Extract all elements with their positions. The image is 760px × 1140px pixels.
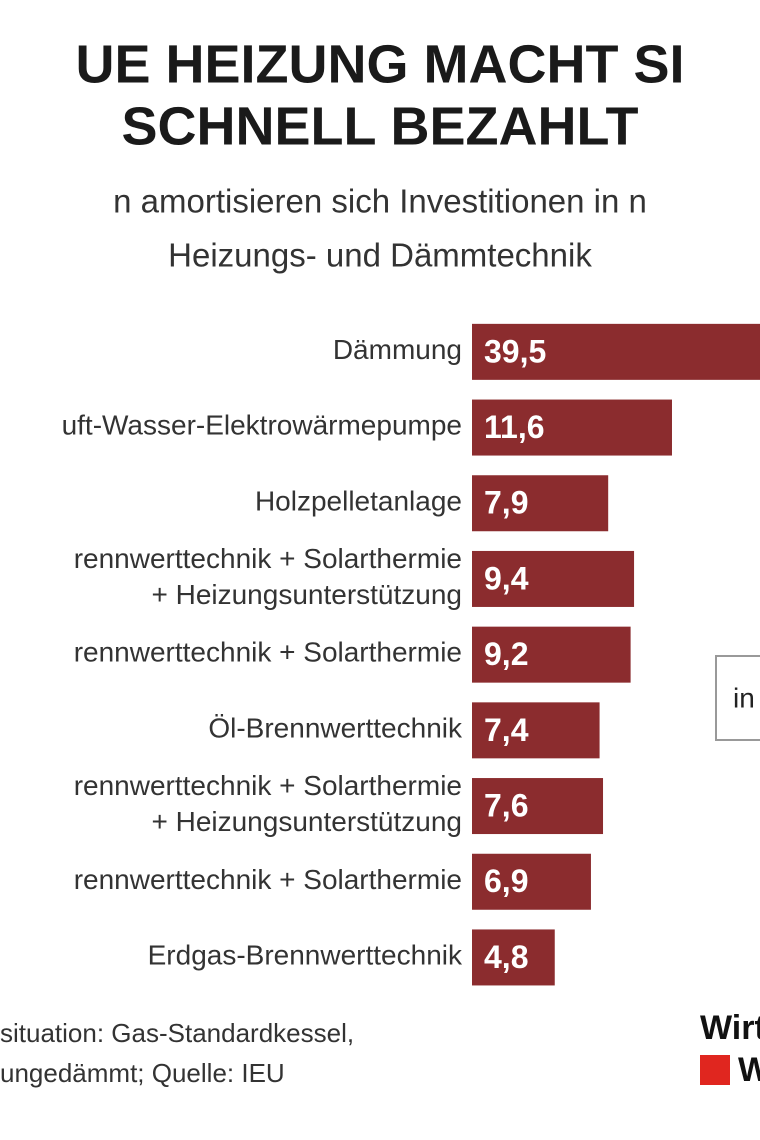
footnote: situation: Gas-Standardkessel, <box>0 1018 354 1048</box>
bar <box>472 323 760 380</box>
category-label: rennwerttechnik + Solarthermie <box>74 637 462 668</box>
logo-mark <box>700 1055 730 1085</box>
bar <box>472 626 631 683</box>
bar <box>472 399 672 456</box>
category-label: rennwerttechnik + Solarthermie + Heizungs… <box>74 543 462 610</box>
value-label: 4,8 <box>484 939 528 975</box>
value-label: 7,6 <box>484 788 528 824</box>
chart-subtitle: n amortisieren sich Investitionen in n <box>113 183 647 220</box>
value-label: 39,5 <box>484 333 546 369</box>
category-label: rennwerttechnik + Solarthermie <box>74 864 462 895</box>
bar <box>472 853 591 910</box>
bar <box>472 778 604 835</box>
category-label: rennwerttechnik + Solarthermie + Heizungs… <box>74 770 462 837</box>
category-label: Öl-Brennwerttechnik <box>208 713 463 744</box>
value-label: 6,9 <box>484 863 528 899</box>
value-label: 9,4 <box>484 560 529 596</box>
bar <box>472 929 555 986</box>
category-label: Dämmung <box>333 334 462 365</box>
logo-text: W <box>738 1051 760 1089</box>
bar <box>472 475 609 532</box>
chart-title: UE HEIZUNG MACHT SI <box>75 34 684 94</box>
value-label: 7,4 <box>484 712 529 748</box>
logo-text: Wirt <box>700 1009 760 1047</box>
category-label: Holzpelletanlage <box>255 486 462 517</box>
bar <box>472 550 635 607</box>
bar <box>472 702 600 759</box>
value-label: 9,2 <box>484 636 528 672</box>
unit-label: in <box>733 682 755 713</box>
value-label: 11,6 <box>484 409 545 445</box>
footnote: ungedämmt; Quelle: IEU <box>0 1058 285 1088</box>
chart-subtitle: Heizungs- und Dämmtechnik <box>168 237 592 274</box>
chart-title: SCHNELL BEZAHLT <box>122 96 639 156</box>
value-label: 7,9 <box>484 485 528 521</box>
category-label: Erdgas-Brennwerttechnik <box>148 940 463 971</box>
unit-box <box>715 655 760 741</box>
category-label: uft-Wasser-Elektrowärmepumpe <box>62 410 462 441</box>
